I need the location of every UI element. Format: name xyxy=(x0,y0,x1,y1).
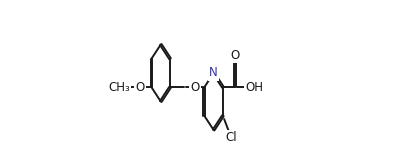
Text: O: O xyxy=(136,81,145,94)
Text: N: N xyxy=(209,66,218,79)
Text: O: O xyxy=(230,49,239,62)
Text: OH: OH xyxy=(245,81,263,94)
Text: O: O xyxy=(190,81,200,94)
Text: Cl: Cl xyxy=(225,131,237,144)
Text: CH₃: CH₃ xyxy=(108,81,130,94)
